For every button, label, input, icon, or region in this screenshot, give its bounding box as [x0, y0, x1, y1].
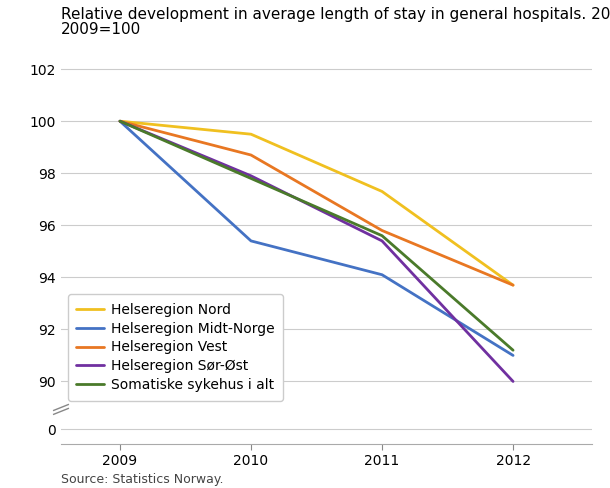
Helseregion Midt-Norge	[509, 352, 517, 358]
Somatiske sykehus i alt	[509, 347, 517, 353]
Helseregion Nord	[247, 131, 254, 137]
Legend: Helseregion Nord, Helseregion Midt-Norge, Helseregion Vest, Helseregion Sør-Øst,: Helseregion Nord, Helseregion Midt-Norge…	[68, 294, 283, 401]
Helseregion Vest	[509, 282, 517, 288]
Line: Helseregion Vest: Helseregion Vest	[120, 121, 513, 285]
Helseregion Vest	[117, 118, 124, 124]
Text: 2009=100: 2009=100	[61, 22, 142, 37]
Text: Source: Statistics Norway.: Source: Statistics Norway.	[61, 472, 223, 486]
Helseregion Midt-Norge	[378, 272, 386, 278]
Somatiske sykehus i alt	[117, 118, 124, 124]
Helseregion Sør-Øst	[509, 379, 517, 385]
Somatiske sykehus i alt	[247, 176, 254, 182]
Helseregion Nord	[378, 188, 386, 194]
Text: Relative development in average length of stay in general hospitals. 2009-2012.: Relative development in average length o…	[61, 7, 610, 22]
Line: Helseregion Nord: Helseregion Nord	[120, 121, 513, 285]
Helseregion Vest	[378, 227, 386, 233]
Helseregion Sør-Øst	[247, 173, 254, 179]
Helseregion Vest	[247, 152, 254, 158]
Somatiske sykehus i alt	[378, 233, 386, 239]
Helseregion Sør-Øst	[378, 238, 386, 244]
Helseregion Sør-Øst	[117, 118, 124, 124]
Helseregion Nord	[509, 282, 517, 288]
Helseregion Midt-Norge	[247, 238, 254, 244]
Line: Helseregion Midt-Norge: Helseregion Midt-Norge	[120, 121, 513, 355]
Line: Somatiske sykehus i alt: Somatiske sykehus i alt	[120, 121, 513, 350]
Helseregion Midt-Norge	[117, 118, 124, 124]
Helseregion Nord	[117, 118, 124, 124]
Line: Helseregion Sør-Øst: Helseregion Sør-Øst	[120, 121, 513, 382]
